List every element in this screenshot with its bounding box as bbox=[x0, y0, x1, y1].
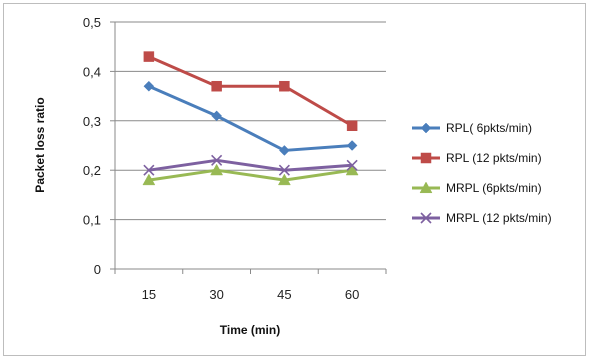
y-tick-label: 0 bbox=[94, 262, 101, 277]
data-point bbox=[346, 120, 358, 131]
legend-marker bbox=[419, 181, 433, 194]
legend-label: MRPL (12 pkts/min) bbox=[446, 211, 552, 225]
legend-marker bbox=[420, 152, 432, 164]
series-3 bbox=[142, 163, 359, 186]
series-line bbox=[148, 84, 353, 152]
series-line bbox=[148, 168, 353, 182]
series-2 bbox=[143, 51, 358, 131]
x-axis-title: Time (min) bbox=[220, 323, 280, 337]
series-4 bbox=[143, 154, 358, 176]
y-tick-label: 0,2 bbox=[83, 163, 101, 178]
data-point bbox=[346, 140, 358, 151]
y-tick-label: 0,3 bbox=[83, 114, 101, 129]
data-point bbox=[210, 163, 224, 176]
data-point bbox=[142, 173, 156, 186]
series-layer bbox=[142, 51, 359, 186]
legend-item: MRPL (12 pkts/min) bbox=[412, 211, 552, 225]
legend-item: RPL( 6pkts/min) bbox=[412, 121, 532, 135]
data-point bbox=[211, 80, 222, 92]
x-tick-label: 45 bbox=[277, 287, 291, 302]
legend-label: RPL (12 pkts/min) bbox=[446, 151, 542, 165]
legend-marker bbox=[420, 212, 432, 224]
y-axis-title: Packet loss ratio bbox=[33, 97, 47, 192]
legend-marker bbox=[420, 122, 432, 134]
series-1 bbox=[143, 80, 358, 156]
series-line bbox=[148, 55, 353, 128]
data-point bbox=[211, 110, 222, 122]
y-tick-label: 0,1 bbox=[83, 213, 101, 228]
x-tick-label: 60 bbox=[345, 287, 359, 302]
data-point bbox=[346, 159, 358, 171]
axes: 0 0,1 0,2 0,3 0,4 0,5 15 30 45 60 bbox=[83, 15, 387, 302]
x-tick-label: 15 bbox=[142, 287, 156, 302]
data-point bbox=[211, 154, 223, 166]
y-tick-label: 0,5 bbox=[83, 15, 101, 30]
legend: RPL( 6pkts/min) RPL (12 pkts/min) MRPL (6p… bbox=[412, 121, 552, 225]
x-tick-label: 30 bbox=[209, 287, 223, 302]
data-point bbox=[277, 173, 291, 186]
data-point bbox=[345, 163, 359, 176]
legend-item: MRPL (6pkts/min) bbox=[412, 181, 542, 195]
data-point bbox=[143, 164, 155, 176]
legend-label: RPL( 6pkts/min) bbox=[446, 121, 532, 135]
data-point bbox=[279, 80, 290, 92]
data-point bbox=[278, 164, 290, 176]
legend-item: RPL (12 pkts/min) bbox=[412, 151, 542, 165]
series-line bbox=[148, 158, 353, 172]
legend-label: MRPL (6pkts/min) bbox=[446, 181, 542, 195]
y-tick-label: 0,4 bbox=[83, 64, 101, 79]
data-point bbox=[143, 51, 155, 62]
data-point bbox=[279, 145, 290, 156]
gridlines bbox=[115, 21, 386, 221]
data-point bbox=[143, 80, 155, 92]
